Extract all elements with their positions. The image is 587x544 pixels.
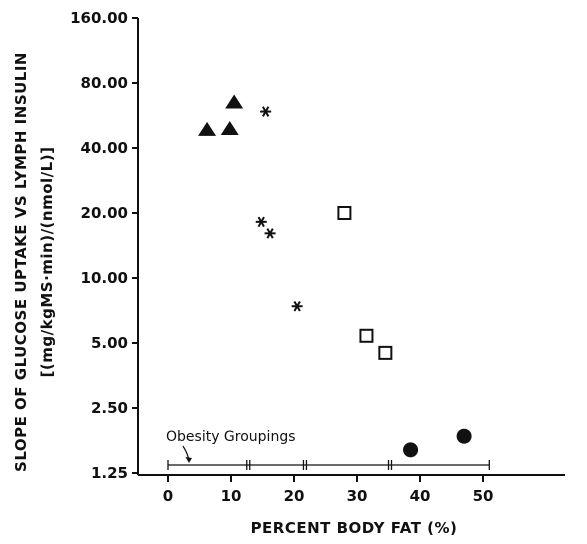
asterisk-point — [264, 228, 276, 239]
x-tick-label: 20 — [284, 487, 305, 505]
y-tick-label: 160.00 — [70, 9, 128, 27]
plot-area: 1.25 2.50 5.00 10.00 20.00 40.00 80.00 160.00 0 1… — [70, 9, 565, 505]
x-tick-label: 0 — [163, 487, 173, 505]
x-tick-label: 40 — [410, 487, 431, 505]
groupings-arrowhead — [185, 457, 192, 463]
y-tick-label: 5.00 — [91, 334, 128, 352]
square-point — [378, 345, 393, 360]
x-axis-title: PERCENT BODY FAT (%) — [251, 519, 458, 537]
y-tick-label: 20.00 — [81, 204, 128, 222]
groupings-label: Obesity Groupings — [166, 429, 296, 445]
y-tick-label: 80.00 — [81, 74, 128, 92]
y-tick-label: 10.00 — [81, 269, 128, 287]
asterisk-point — [255, 216, 267, 228]
x-tick-label: 10 — [221, 487, 242, 505]
circle-point — [456, 428, 472, 444]
triangle-point — [198, 121, 217, 136]
x-tick-label: 30 — [347, 487, 368, 505]
asterisk-point — [291, 300, 303, 312]
asterisk-point — [260, 106, 272, 117]
y-axis-units: [(mg/kgMS·min)/(nmol/L)] — [38, 147, 56, 378]
x-tick-label: 50 — [473, 487, 494, 505]
square-point — [337, 206, 352, 220]
y-tick-label: 2.50 — [91, 399, 128, 417]
triangle-point — [225, 94, 244, 109]
circle-point — [403, 442, 419, 458]
y-tick-label: 40.00 — [81, 139, 128, 157]
y-tick-label: 1.25 — [91, 464, 128, 482]
y-axis-title: SLOPE OF GLUCOSE UPTAKE VS LYMPH INSULIN — [12, 52, 30, 472]
triangle-point — [220, 120, 239, 135]
square-point — [359, 328, 374, 343]
